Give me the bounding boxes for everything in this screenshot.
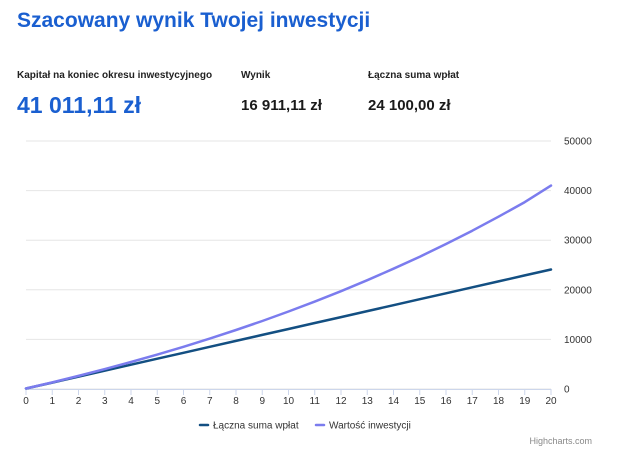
- legend-item-0[interactable]: Łączna suma wpłat: [198, 421, 299, 432]
- y-axis-labels: 0 10000 20000 30000 40000 50000: [564, 137, 592, 396]
- x-tick-label: 0: [23, 396, 29, 407]
- series-line-1[interactable]: [24, 184, 553, 390]
- legend-item-1[interactable]: Wartość inwestycji: [314, 421, 411, 432]
- x-axis: 0 1 2 3 4 5 6 7 8 9 10 11 12 13 14 15 16 17 18 19 20: [23, 389, 557, 407]
- x-tick-label: 2: [76, 396, 82, 407]
- stat-total-deposits: Łączna suma wpłat 24 100,00 zł: [368, 70, 459, 114]
- credits-link[interactable]: Highcharts.com: [529, 436, 592, 446]
- stat-final-capital: Kapitał na koniec okresu inwestycyjnego …: [17, 70, 212, 119]
- y-tick-label: 20000: [564, 285, 592, 296]
- legend-label: Wartość inwestycji: [329, 421, 411, 432]
- x-tick-label: 20: [545, 396, 557, 407]
- x-tick-label: 17: [467, 396, 479, 407]
- x-tick-label: 6: [181, 396, 187, 407]
- x-tick-label: 4: [128, 396, 134, 407]
- x-tick-label: 10: [283, 396, 295, 407]
- stat-result: Wynik 16 911,11 zł: [241, 70, 322, 114]
- y-tick-label: 0: [564, 385, 570, 396]
- x-tick-label: 13: [362, 396, 374, 407]
- x-tick-label: 7: [207, 396, 213, 407]
- x-tick-label: 18: [493, 396, 505, 407]
- stat-label: Kapitał na koniec okresu inwestycyjnego: [17, 70, 213, 81]
- stat-label: Łączna suma wpłat: [368, 70, 460, 81]
- x-tick-label: 3: [102, 396, 108, 407]
- x-tick-label: 14: [388, 396, 400, 407]
- stat-value: 16 911,11 zł: [241, 97, 322, 114]
- stat-value: 41 011,11 zł: [17, 92, 142, 118]
- x-tick-label: 5: [154, 396, 160, 407]
- x-tick-label: 16: [440, 396, 452, 407]
- y-tick-label: 30000: [564, 236, 592, 247]
- x-tick-label: 9: [259, 396, 265, 407]
- grid-lines: [26, 140, 551, 390]
- x-tick-label: 11: [310, 396, 321, 407]
- legend: Łączna suma wpłat Wartość inwestycji: [198, 421, 411, 432]
- y-tick-label: 50000: [564, 137, 592, 148]
- stat-label: Wynik: [241, 70, 271, 81]
- x-tick-label: 15: [414, 396, 426, 407]
- x-tick-label: 8: [233, 396, 239, 407]
- chart-series: [24, 184, 553, 390]
- x-tick-label: 12: [335, 396, 347, 407]
- legend-label: Łączna suma wpłat: [213, 421, 299, 432]
- page-title: Szacowany wynik Twojej inwestycji: [17, 9, 371, 32]
- y-tick-label: 40000: [564, 186, 592, 197]
- y-tick-label: 10000: [564, 335, 592, 346]
- x-tick-label: 19: [519, 396, 531, 407]
- series-line-0[interactable]: [24, 268, 553, 390]
- stat-value: 24 100,00 zł: [368, 97, 451, 114]
- x-tick-label: 1: [49, 396, 55, 407]
